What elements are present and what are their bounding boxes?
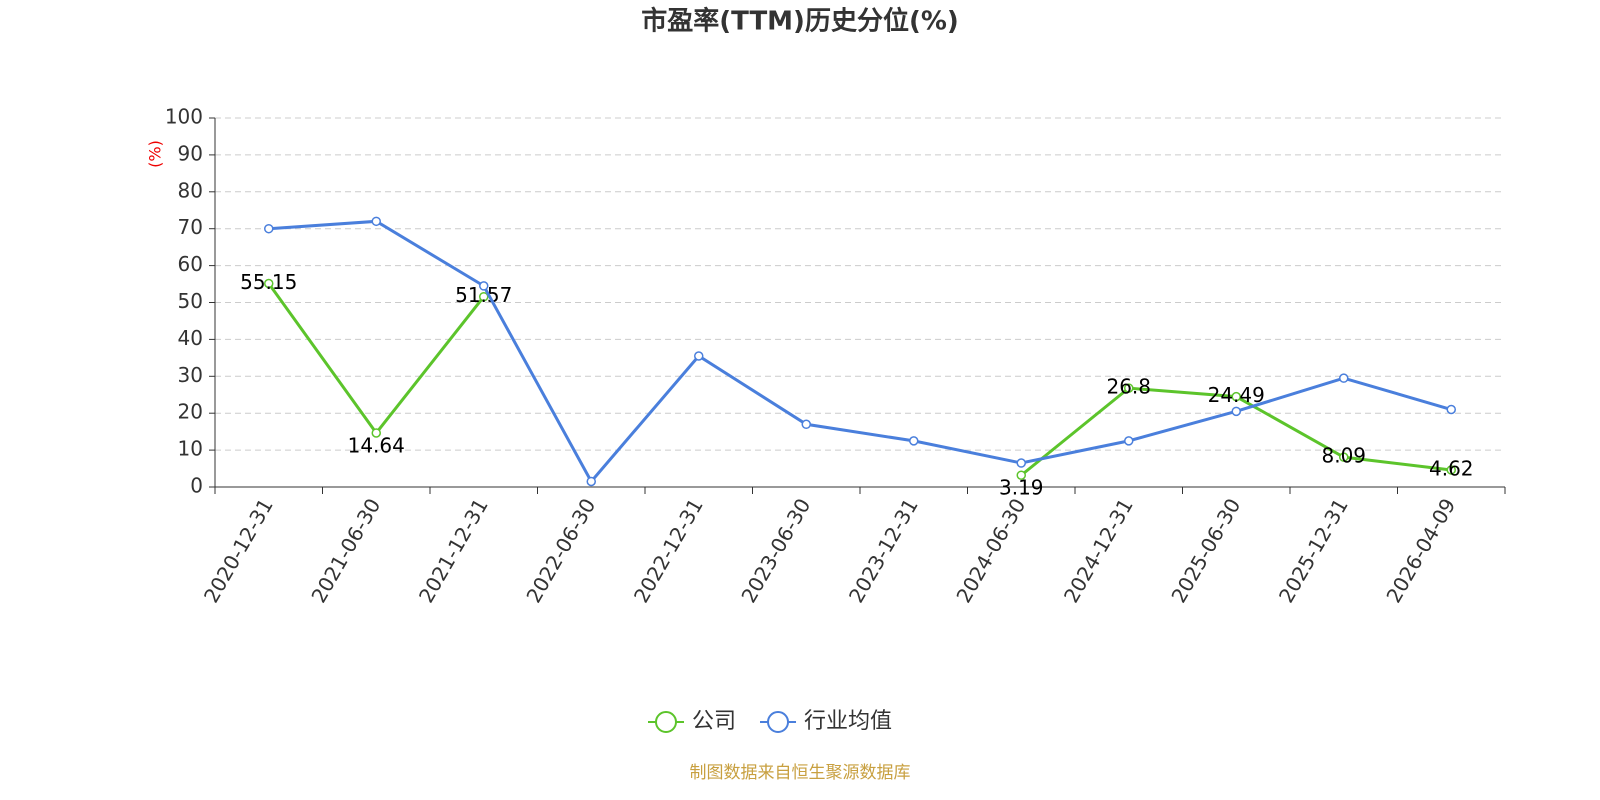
y-tick-label: 90: [178, 141, 203, 165]
y-tick-label: 100: [165, 105, 203, 129]
x-tick-label: 2022-12-31: [629, 494, 708, 607]
data-point: [1339, 452, 1349, 462]
data-point: [264, 278, 274, 289]
y-tick-label: 60: [178, 252, 203, 276]
data-point: [694, 351, 704, 361]
data-point: [371, 216, 381, 227]
data-point: [1231, 391, 1241, 402]
data-point: [479, 281, 489, 291]
y-tick-label: 30: [178, 363, 203, 387]
x-tick-label: 2025-12-31: [1274, 494, 1353, 607]
y-tick-label: 20: [178, 400, 203, 424]
data-point: [1446, 404, 1456, 415]
y-axis-label: (%): [146, 140, 165, 168]
x-tick-label: 2021-12-31: [414, 494, 493, 607]
data-label: 55.15: [240, 270, 297, 294]
legend-label: 公司: [692, 709, 736, 734]
data-point: [1124, 383, 1134, 393]
data-point: [1016, 458, 1026, 468]
x-tick-label: 2022-06-30: [521, 494, 600, 607]
chart-title: 市盈率(TTM)历史分位(%): [641, 6, 959, 37]
y-tick-label: 0: [190, 474, 203, 498]
source-note: 制图数据来自恒生聚源数据库: [690, 763, 911, 783]
legend-marker: [767, 711, 790, 733]
x-tick-label: 2026-04-09: [1381, 494, 1460, 607]
x-tick-label: 2021-06-30: [306, 494, 385, 607]
legend-label: 行业均值: [804, 709, 892, 734]
x-tick-label: 2023-12-31: [844, 494, 923, 607]
x-tick-label: 2020-12-31: [199, 494, 278, 607]
data-point: [586, 476, 596, 487]
data-point: [1016, 470, 1026, 480]
x-tick-label: 2025-06-30: [1166, 494, 1245, 607]
data-point: [371, 428, 381, 438]
data-point: [909, 436, 919, 446]
data-label: 8.09: [1321, 444, 1366, 468]
y-tick-label: 80: [178, 178, 203, 202]
y-tick-label: 70: [178, 215, 203, 239]
data-point: [479, 291, 489, 302]
data-label: 4.62: [1429, 456, 1474, 480]
x-tick-label: 2023-06-30: [736, 494, 815, 607]
data-label: 24.49: [1208, 383, 1265, 407]
data-point: [1446, 465, 1456, 475]
data-point: [801, 419, 811, 430]
x-tick-label: 2024-06-30: [951, 494, 1030, 607]
series-line: [268, 219, 1452, 485]
data-label: 26.8: [1106, 375, 1151, 399]
data-label: 3.19: [999, 476, 1044, 500]
data-point: [264, 223, 274, 234]
data-point: [1231, 406, 1241, 417]
y-tick-label: 10: [178, 437, 203, 461]
y-tick-label: 50: [178, 289, 203, 313]
legend-marker: [655, 711, 677, 733]
series-line: [267, 282, 1452, 477]
data-label: 14.64: [348, 433, 405, 457]
data-point: [1124, 436, 1134, 446]
x-tick-label: 2024-12-31: [1059, 494, 1138, 607]
y-tick-label: 40: [178, 326, 203, 350]
data-point: [1339, 373, 1349, 383]
